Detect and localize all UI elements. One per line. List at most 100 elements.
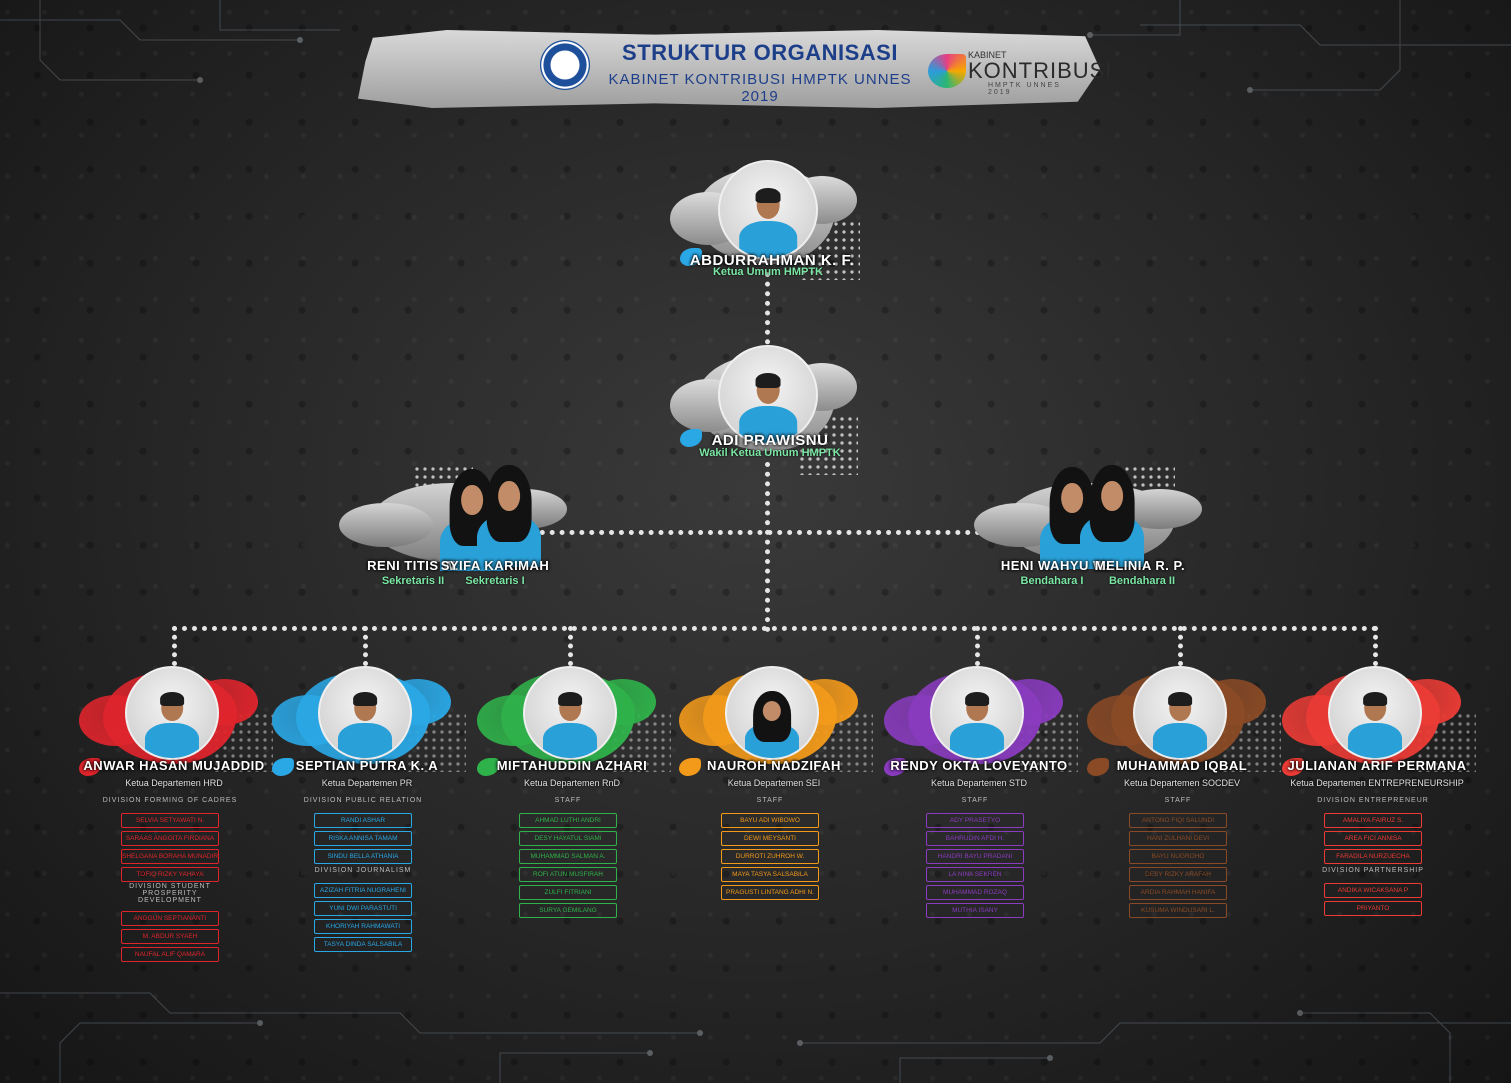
page-subtitle: KABINET KONTRIBUSI HMPTK UNNES 2019 (608, 71, 912, 105)
person-figure (338, 692, 392, 758)
person-figure-hijab (1080, 465, 1144, 567)
member-list: AHMAD LUTHI ANDRI DESY HAYATUL SIAMI MUHAM… (519, 813, 617, 921)
mascot-icon (79, 758, 101, 776)
member-item: ADY PRASETYO (926, 813, 1024, 828)
kabinet-logo-icon (928, 54, 966, 88)
department-head-photo (930, 666, 1024, 760)
section-title: DIVISION STUDENT PROSPERITY DEVELOPMENT (129, 883, 211, 904)
member-item: FARADILA NURZUECHA (1324, 849, 1422, 864)
member-list: ANTONO FIQI SALUNDI HANI ZULHANI DEVI BAYU… (1129, 813, 1227, 921)
department-head-name: RENDY OKTA LOVEYANTO (890, 758, 1068, 773)
wakil-photo (718, 345, 818, 445)
member-list: SELVIA SETYAWATI N. SARAAS ANGGITA FIRDIA… (121, 813, 219, 885)
member-item: SARAAS ANGGITA FIRDIANA (121, 831, 219, 846)
department-node-4 (675, 662, 873, 776)
ketua-role: Ketua Umum HMPTK (712, 266, 824, 278)
member-item: TASYA DINDA SALSABILA (314, 937, 412, 952)
member-item: AZIZAH FITRIA NUGRAHENI (314, 883, 412, 898)
member-list: AMALIYA FAIRUZ S. AREA FICI ANNISA FARADIL… (1324, 813, 1422, 867)
member-item: BAYU NUGROHO (1129, 849, 1227, 864)
member-item: ROFI ATUN MUSFIRAH (519, 867, 617, 882)
mascot-icon (884, 758, 906, 776)
member-list: ANDIKA WICAKSANA P PRIYANTO (1324, 883, 1422, 919)
mascot-icon (272, 758, 294, 776)
member-item: PRIYANTO (1324, 901, 1422, 916)
department-head-photo (1133, 666, 1227, 760)
section-title: DIVISION FORMING OF CADRES (102, 797, 238, 804)
connector-dept-7 (1373, 626, 1378, 666)
department-head-name: JULIANAN ARIF PERMANA (1287, 758, 1467, 773)
section-title: DIVISION ENTREPRENEUR (1317, 797, 1429, 804)
department-head-role: Ketua Departemen STD (930, 778, 1028, 788)
mascot-icon (1087, 758, 1109, 776)
bendahara-1-name: HENI WAHYU W. (1000, 558, 1110, 573)
wakil-node (669, 345, 858, 475)
circuit-pattern-bottom (0, 992, 1511, 1083)
header-banner (358, 30, 1100, 108)
department-head-role: Ketua Departemen ENTREPRENEURSHIP (1290, 778, 1464, 788)
department-head-name: ANWAR HASAN MUJADDID (83, 758, 265, 773)
connector-dept-6 (1178, 626, 1183, 666)
kabinet-logo-small-text: KABINET (968, 50, 1007, 60)
member-item: M. ABDUR SYAEH (121, 929, 219, 944)
department-head-photo (725, 666, 819, 760)
member-item: ZULFI FITRIANI (519, 885, 617, 900)
member-item: SURYA GEMILANG (519, 903, 617, 918)
member-item: DESY HAYATUL SIAMI (519, 831, 617, 846)
member-item: HANI ZULHANI DEVI (1129, 831, 1227, 846)
section-title: STAFF (554, 797, 582, 804)
mascot-icon (477, 758, 499, 776)
ketua-node (669, 160, 860, 280)
member-item: NAUFAL ALIF QAMARA (121, 947, 219, 962)
member-item: AHMAD LUTHI ANDRI (519, 813, 617, 828)
department-head-role: Ketua Departemen SEI (727, 778, 821, 788)
department-node-7 (1278, 662, 1476, 776)
sekretaris-2-name: RENI TITIS W. (367, 558, 459, 573)
person-figure (543, 692, 597, 758)
person-figure (1153, 692, 1207, 758)
mascot-icon (679, 758, 701, 776)
department-head-name: SEPTIAN PUTRA K. A (295, 758, 439, 773)
mascot-icon (680, 429, 702, 447)
connector-departments (172, 626, 1378, 631)
member-item: SHELGANA BORAHA MUNADIR (121, 849, 219, 864)
university-logo-icon (540, 40, 590, 90)
person-figure (739, 188, 797, 258)
member-item: RISKA ANNISA TAMAM (314, 831, 412, 846)
page-title: STRUKTUR ORGANISASI (622, 40, 898, 65)
connector-wakil-main (765, 462, 770, 632)
department-head-role: Ketua Departemen HRD (125, 778, 223, 788)
person-figure (950, 692, 1004, 758)
member-item: LA NINA SEKREN (926, 867, 1024, 882)
bendahara-node (974, 465, 1203, 570)
section-title: STAFF (756, 797, 784, 804)
member-item: BAHRUDIN AFDI H. (926, 831, 1024, 846)
connector-sekretaris-bendahara (520, 530, 1040, 535)
sekretaris-1-name: SYIFA KARIMAH (440, 558, 550, 573)
department-head-name: MIFTAHUDDIN AZHARI (496, 758, 648, 773)
member-item: MUHAMMAD SALMAN A. (519, 849, 617, 864)
member-item: MAYA TASYA SALSABILA (721, 867, 819, 882)
member-list: AZIZAH FITRIA NUGRAHENI YUNI DWI PARASTUT… (314, 883, 412, 955)
member-item: ANTONO FIQI SALUNDI (1129, 813, 1227, 828)
member-item: HANDRI BAYU PRADANI (926, 849, 1024, 864)
section-title: STAFF (1164, 797, 1192, 804)
department-head-role: Ketua Departemen RnD (523, 778, 621, 788)
person-figure-hijab (745, 691, 799, 758)
connector-ketua-wakil (765, 272, 770, 354)
sekretaris-2-role: Sekretaris II (381, 575, 445, 587)
department-node-2 (268, 662, 466, 776)
department-node-6 (1083, 662, 1281, 776)
person-figure (1348, 692, 1402, 758)
member-item: DESY RIZKY ARAFAH (1129, 867, 1227, 882)
department-head-photo (318, 666, 412, 760)
member-list: RANDI ASHAR RISKA ANNISA TAMAM SINDU BELLA… (314, 813, 412, 867)
mascot-icon (1282, 758, 1304, 776)
member-item: KHORIYAH RAHMAWATI (314, 919, 412, 934)
department-head-photo (1328, 666, 1422, 760)
section-title: STAFF (961, 797, 989, 804)
connector-dept-3 (568, 626, 573, 666)
member-list: ADY PRASETYO BAHRUDIN AFDI H. HANDRI BAYU … (926, 813, 1024, 921)
member-item: DURROTI ZUHROH W. (721, 849, 819, 864)
member-list: ANGGUN SEPTIANANTI M. ABDUR SYAEH NAUFAL A… (121, 911, 219, 965)
